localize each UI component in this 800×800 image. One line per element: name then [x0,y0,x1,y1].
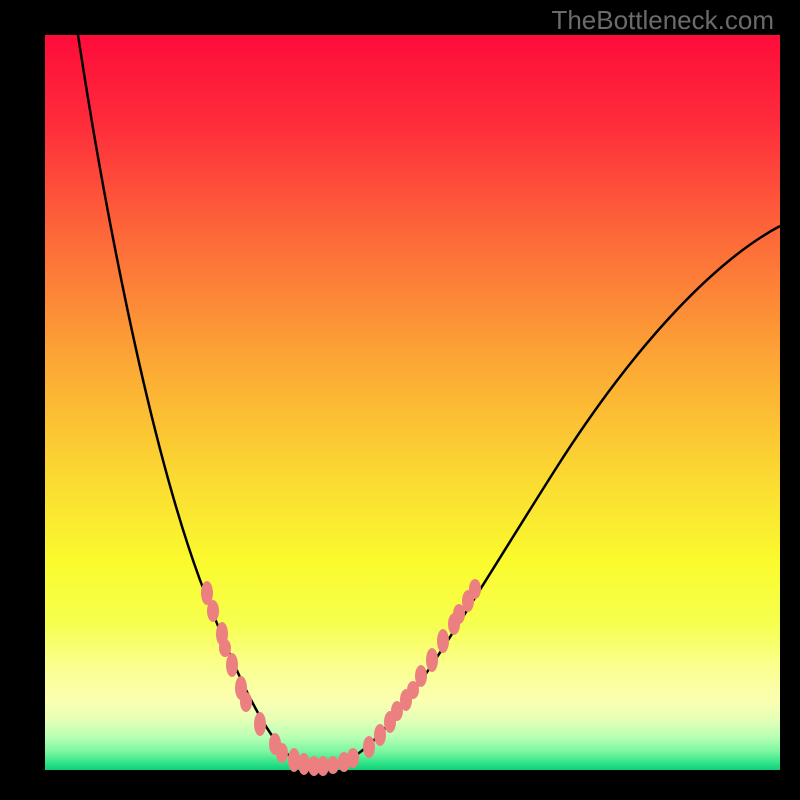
watermark-text: TheBottleneck.com [551,5,774,36]
gradient-plot-area [45,35,780,770]
chart-canvas: TheBottleneck.com [0,0,800,800]
